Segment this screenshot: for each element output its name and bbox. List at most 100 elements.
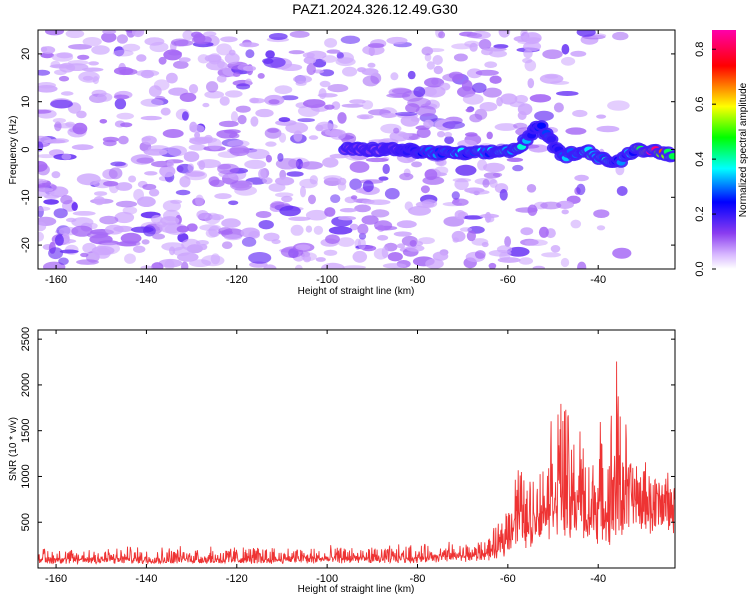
x-tick-label: -100 [316, 573, 338, 585]
heatmap-cell [301, 252, 317, 262]
heatmap-cell [162, 129, 184, 138]
heatmap-cell [500, 93, 518, 105]
heatmap-cell [268, 33, 288, 40]
heatmap-cell [227, 140, 250, 148]
heatmap-cell [153, 79, 170, 91]
heatmap-cell [497, 257, 521, 263]
heatmap-cell [520, 30, 529, 40]
heatmap-cell [224, 234, 242, 241]
heatmap-cell [361, 100, 374, 110]
heatmap-cell [258, 168, 267, 180]
heatmap-cell [534, 110, 554, 121]
heatmap-cell [469, 113, 483, 123]
heatmap-cell [274, 85, 293, 95]
heatmap-cell [118, 135, 129, 145]
heatmap-cell [279, 205, 301, 217]
heatmap-cell [124, 253, 136, 264]
heatmap-cell [40, 46, 48, 52]
heatmap-cell [225, 90, 243, 98]
heatmap-cell [350, 195, 358, 200]
heatmap-cell [576, 183, 586, 196]
heatmap-cell [405, 244, 425, 252]
heatmap-cell [52, 118, 66, 124]
heatmap-cell [108, 167, 123, 180]
heatmap-cell [312, 58, 327, 68]
x-tick-label: -160 [45, 274, 67, 286]
heatmap-cell [218, 230, 233, 235]
heatmap-cell [570, 219, 582, 229]
heatmap-cell [338, 216, 356, 221]
heatmap-cell [120, 122, 133, 128]
heatmap-cell [514, 94, 528, 104]
heatmap-cell [133, 245, 146, 253]
heatmap-cell [48, 247, 64, 260]
heatmap-cell [474, 250, 486, 259]
heatmap-cell [370, 72, 382, 84]
heatmap-cell [339, 208, 357, 213]
heatmap-cell [237, 114, 247, 125]
heatmap-cell [151, 262, 164, 269]
heatmap-cell [424, 77, 445, 88]
heatmap-cell [229, 145, 250, 157]
heatmap-cell [88, 61, 99, 66]
heatmap-cell [151, 214, 163, 224]
heatmap-cell [367, 43, 385, 48]
heatmap-cell [380, 113, 397, 118]
heatmap-cell [186, 223, 198, 232]
heatmap-cell [337, 182, 347, 191]
heatmap-cell [38, 164, 50, 176]
heatmap-cell [113, 66, 134, 76]
heatmap-cell [425, 48, 445, 53]
heatmap-cell [91, 45, 110, 55]
heatmap-cell [489, 50, 507, 58]
heatmap-cell [268, 99, 280, 105]
heatmap-cell [177, 252, 199, 262]
heatmap-cell [99, 215, 119, 225]
heatmap-cell [76, 259, 99, 265]
heatmap-cell [221, 241, 233, 249]
x-tick-label: -60 [500, 274, 516, 286]
heatmap-cell [322, 55, 337, 63]
heatmap-cell [413, 86, 426, 98]
heatmap-cell [140, 115, 162, 121]
heatmap-cell [504, 236, 511, 248]
heatmap-cell [422, 176, 445, 185]
figure-title: PAZ1.2024.326.12.49.G30 [292, 1, 458, 17]
heatmap-cell [216, 43, 233, 56]
heatmap-cell [596, 114, 607, 119]
heatmap-cell [280, 95, 299, 101]
heatmap-cell [148, 188, 160, 197]
heatmap-cell [60, 91, 74, 96]
heatmap-cell [61, 153, 72, 160]
colorbar-tick-label: 0.8 [694, 42, 706, 57]
heatmap-cell [93, 196, 106, 206]
heatmap-cell [396, 243, 406, 249]
heatmap-cell [114, 98, 127, 110]
heatmap-cell [132, 30, 145, 38]
heatmap-cell [43, 139, 66, 144]
heatmap-cell [144, 171, 158, 176]
heatmap-cell [432, 55, 443, 65]
colorbar-tick-label: 0.6 [694, 97, 706, 112]
heatmap-cell [324, 38, 338, 48]
heatmap-cell [349, 99, 366, 104]
heatmap-cell [71, 202, 78, 211]
heatmap-cell [399, 172, 414, 181]
heatmap-cell [327, 84, 349, 93]
heatmap-cell [357, 223, 369, 235]
heatmap-cell [318, 88, 327, 100]
heatmap-cell [113, 94, 130, 100]
heatmap-cell [196, 210, 209, 220]
heatmap-cell [286, 171, 304, 177]
heatmap-cell [469, 42, 478, 52]
heatmap-cell [337, 112, 347, 124]
heatmap-cell [51, 171, 61, 179]
heatmap-cell [248, 252, 272, 264]
heatmap-cell [365, 157, 389, 163]
heatmap-cell [38, 187, 54, 193]
heatmap-cell [38, 85, 58, 93]
heatmap-cell [550, 245, 561, 253]
heatmap-cell [553, 102, 564, 113]
heatmap-cell [484, 61, 498, 68]
